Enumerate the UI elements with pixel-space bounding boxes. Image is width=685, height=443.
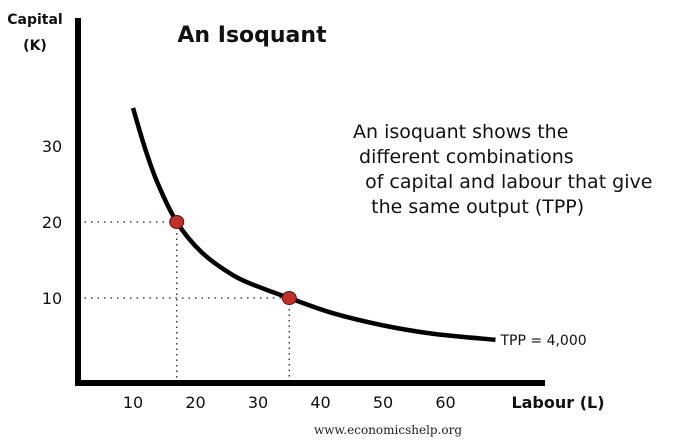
x-tick-label: 10 [123, 393, 143, 412]
y-tick-label: 30 [42, 137, 62, 156]
annotation-line: different combinations [353, 146, 574, 168]
x-tick-label: 20 [185, 393, 205, 412]
y-tick-label: 10 [42, 289, 62, 308]
highlighted-point [169, 215, 185, 229]
y-axis-label: Capital [7, 12, 62, 28]
x-tick-label: 50 [373, 393, 393, 412]
annotation-line: An isoquant shows the [353, 121, 569, 143]
chart-title: An Isoquant [177, 23, 327, 48]
annotation-line: the same output (TPP) [353, 196, 585, 218]
annotation-line: of capital and labour that give [353, 171, 653, 193]
source-credit: www.economicshelp.org [314, 423, 462, 437]
x-tick-label: 30 [248, 393, 268, 412]
x-tick-label: 40 [310, 393, 330, 412]
y-tick-label: 20 [42, 213, 62, 232]
annotation: An isoquant shows the different combinat… [353, 120, 652, 220]
isoquant-curve [130, 107, 496, 343]
x-axis-label: Labour (L) [511, 393, 604, 412]
highlighted-point [281, 291, 297, 305]
x-tick-label: 60 [435, 393, 455, 412]
y-axis-label: (K) [23, 38, 47, 54]
series-label: TPP = 4,000 [500, 333, 587, 349]
